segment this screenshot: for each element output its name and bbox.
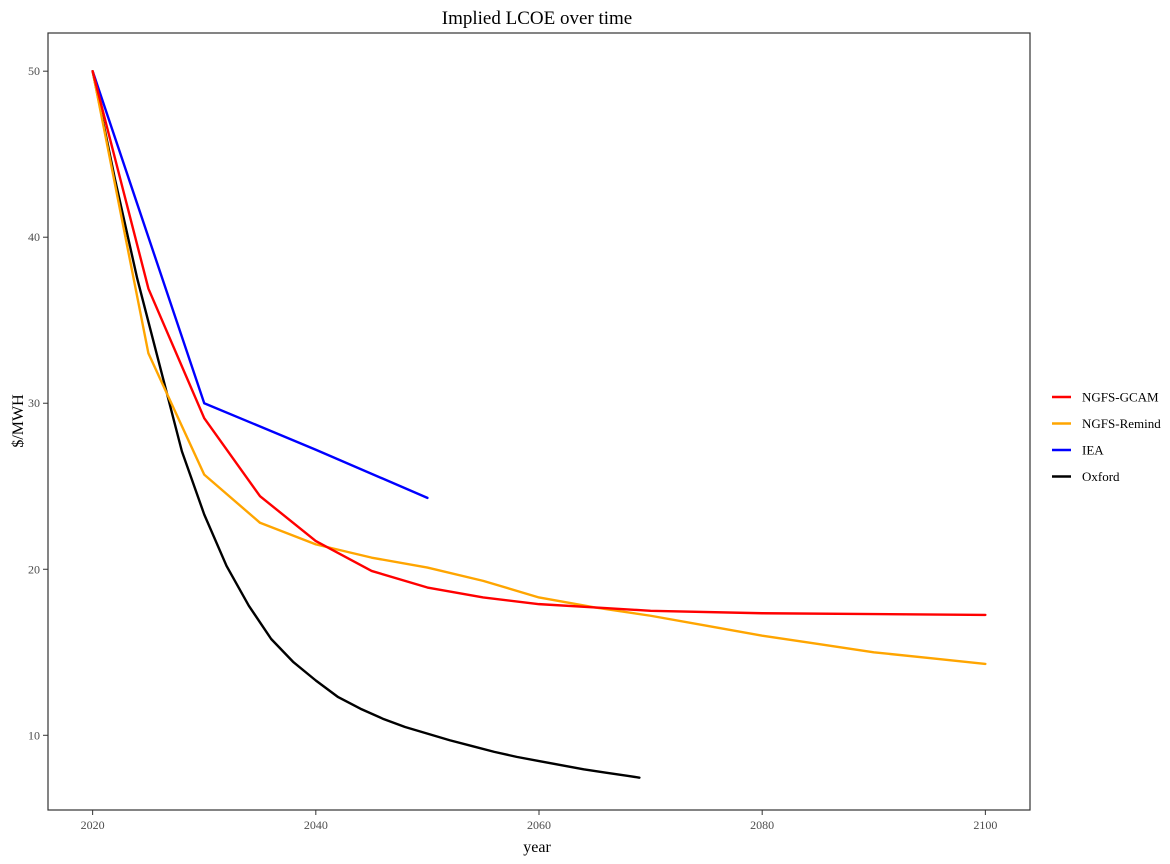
y-tick-label: 30 (28, 396, 40, 410)
legend-label: Oxford (1082, 469, 1120, 484)
y-tick-label: 20 (28, 562, 40, 576)
y-tick-label: 40 (28, 230, 40, 244)
legend-item-ngfs-gcam: NGFS-GCAM (1052, 390, 1159, 405)
series-line-iea (91, 69, 429, 500)
legend-label: NGFS-GCAM (1082, 390, 1159, 405)
x-axis-title: year (523, 839, 551, 856)
legend: NGFS-GCAM NGFS-Remind IEA Oxford (1052, 390, 1161, 484)
legend-item-iea: IEA (1052, 443, 1104, 458)
legend-item-ngfs-remind: NGFS-Remind (1052, 416, 1161, 431)
x-tick-label: 2080 (750, 818, 774, 832)
x-tick-label: 2100 (973, 818, 997, 832)
legend-label: NGFS-Remind (1082, 416, 1161, 431)
series-line-ngfs-gcam (91, 69, 987, 617)
y-axis-title: $/MWH (10, 394, 27, 448)
x-tick-label: 2020 (81, 818, 105, 832)
series-line-ngfs-remind (91, 69, 987, 666)
plot-area (91, 69, 987, 779)
chart-title: Implied LCOE over time (442, 8, 632, 29)
legend-item-oxford: Oxford (1052, 469, 1120, 484)
x-tick-label: 2040 (304, 818, 328, 832)
y-tick-label: 50 (28, 64, 40, 78)
y-tick-label: 10 (28, 728, 40, 742)
x-tick-label: 2060 (527, 818, 551, 832)
legend-label: IEA (1082, 443, 1104, 458)
y-axis: 10 20 30 40 50 (28, 64, 48, 742)
x-axis: 2020 2040 2060 2080 2100 (81, 810, 997, 832)
series-line-oxford (91, 69, 641, 779)
